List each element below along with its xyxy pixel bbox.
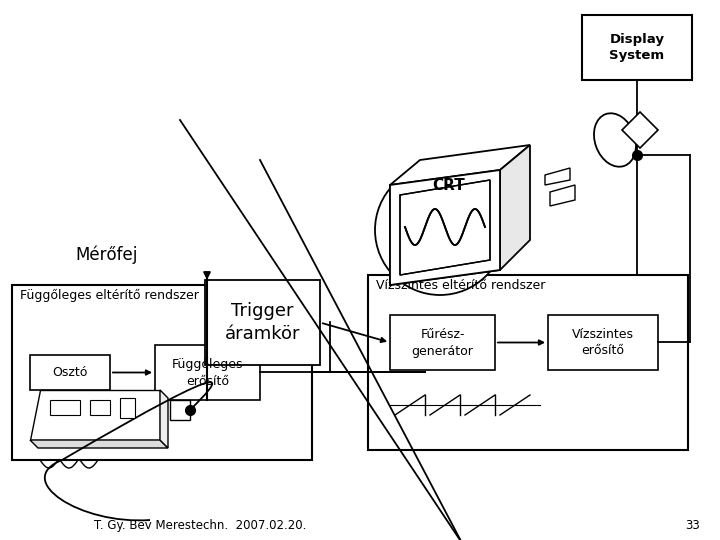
Text: T. Gy. Bev Merestechn.  2007.02.20.: T. Gy. Bev Merestechn. 2007.02.20. — [94, 519, 306, 532]
Bar — [548, 315, 658, 370]
Bar — [170, 400, 190, 420]
Text: Vízszintes eltérítő rendszer: Vízszintes eltérítő rendszer — [376, 279, 545, 292]
Ellipse shape — [594, 113, 636, 167]
Bar — [90, 400, 110, 415]
Polygon shape — [390, 170, 500, 285]
Bar — [582, 15, 692, 80]
Text: Függőleges eltérítő rendszer: Függőleges eltérítő rendszer — [20, 289, 199, 302]
Polygon shape — [160, 390, 168, 448]
Bar — [390, 315, 495, 370]
Polygon shape — [30, 440, 168, 448]
Bar — [368, 275, 688, 450]
Text: Trigger
áramkör: Trigger áramkör — [225, 302, 300, 343]
Bar — [30, 355, 110, 390]
Text: Vízszintes
erősítő: Vízszintes erősítő — [572, 327, 634, 357]
Text: Függőleges
erősítő: Függőleges erősítő — [172, 357, 243, 388]
Text: 33: 33 — [685, 519, 700, 532]
Bar — [120, 398, 135, 418]
Bar — [155, 345, 260, 400]
Polygon shape — [622, 112, 658, 148]
Polygon shape — [390, 170, 500, 285]
Text: Fűrész-
generátor: Fűrész- generátor — [412, 327, 474, 357]
Polygon shape — [390, 145, 530, 185]
Polygon shape — [30, 390, 160, 440]
Polygon shape — [500, 145, 530, 270]
Polygon shape — [550, 185, 575, 206]
Bar — [12, 285, 312, 460]
Text: CRT: CRT — [432, 178, 464, 192]
Text: Mérőfej: Mérőfej — [75, 246, 138, 264]
Ellipse shape — [375, 165, 505, 295]
Bar — [50, 400, 80, 415]
Polygon shape — [545, 168, 570, 185]
Text: Osztó: Osztó — [53, 366, 88, 379]
Text: Display
System: Display System — [609, 32, 665, 63]
Bar — [205, 280, 320, 365]
